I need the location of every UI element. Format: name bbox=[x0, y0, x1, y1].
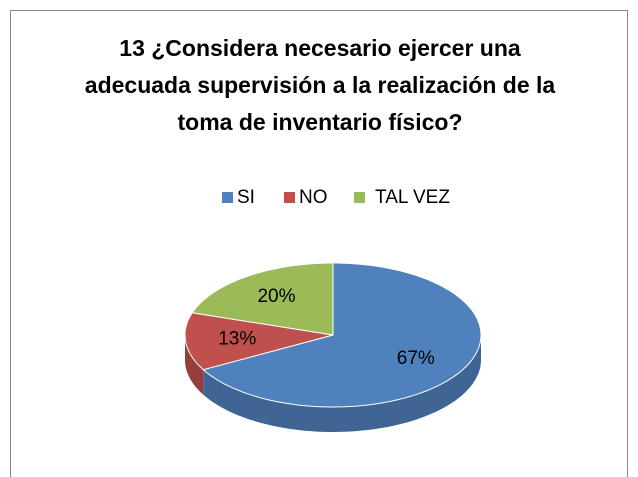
slice-side bbox=[185, 335, 204, 395]
data-label: 67% bbox=[397, 348, 435, 369]
legend-key bbox=[222, 192, 233, 203]
slice bbox=[202, 262, 482, 408]
data-label: 20% bbox=[257, 286, 295, 307]
slice bbox=[184, 312, 334, 371]
legend-label: TAL VEZ bbox=[375, 187, 450, 208]
chart-title: 13 ¿Considera necesario ejercer una adec… bbox=[84, 35, 556, 135]
chart-border bbox=[10, 10, 628, 477]
legend-label: NO bbox=[299, 187, 328, 208]
slice-side bbox=[203, 335, 482, 432]
slice bbox=[191, 262, 334, 336]
legend-key bbox=[284, 192, 295, 203]
legend-key bbox=[354, 192, 365, 203]
legend-label: SI bbox=[237, 187, 255, 208]
data-label: 13% bbox=[218, 328, 256, 349]
